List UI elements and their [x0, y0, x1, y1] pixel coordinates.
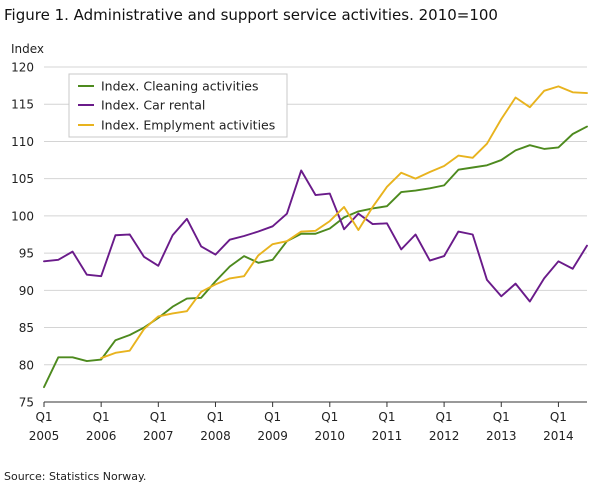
- y-tick-label: 115: [11, 98, 34, 112]
- x-tick-label-quarter: Q1: [150, 410, 167, 424]
- legend-label-car-rental: Index. Car rental: [101, 98, 205, 113]
- legend-box: [68, 73, 288, 138]
- x-tick-label-quarter: Q1: [321, 410, 338, 424]
- y-tick-label: 95: [19, 247, 34, 261]
- x-tick-label-year: 2008: [200, 429, 231, 443]
- x-tick-label-year: 2006: [86, 429, 117, 443]
- legend-label-cleaning: Index. Cleaning activities: [101, 79, 259, 94]
- legend-label-employment: Index. Emplyment activities: [101, 118, 275, 133]
- legend: Index. Cleaning activities Index. Car re…: [68, 73, 288, 138]
- x-tick-label-quarter: Q1: [264, 410, 281, 424]
- y-tick-labels: 75 80 85 90 95 100 105 110 115 120: [11, 61, 34, 410]
- x-tick-labels: Q1 2005 Q1 2006 Q1 2007 Q1 2008 Q1 2009 Q1 2010 Q1 20…: [29, 402, 574, 443]
- gridlines: [44, 66, 587, 403]
- x-tick-label-quarter: Q1: [378, 410, 395, 424]
- x-tick-label-year: 2009: [257, 429, 288, 443]
- y-tick-label: 75: [19, 396, 34, 410]
- x-tick-label-year: 2007: [143, 429, 174, 443]
- x-tick-label-year: 2013: [486, 429, 517, 443]
- chart-title: Figure 1. Administrative and support ser…: [4, 6, 498, 24]
- x-tick-label-quarter: Q1: [35, 410, 52, 424]
- y-tick-label: 100: [11, 209, 34, 223]
- x-tick-label-quarter: Q1: [493, 410, 510, 424]
- x-tick-label-quarter: Q1: [436, 410, 453, 424]
- series-line-cleaning: [43, 125, 588, 389]
- x-tick-label-year: 2014: [543, 429, 574, 443]
- x-tick-label-quarter: Q1: [550, 410, 567, 424]
- series-lines: [43, 85, 588, 389]
- x-tick-label-year: 2005: [29, 429, 60, 443]
- x-tick-label-quarter: Q1: [207, 410, 224, 424]
- y-tick-label: 80: [19, 358, 34, 372]
- x-tick-label-quarter: Q1: [93, 410, 110, 424]
- y-tick-label: 110: [11, 135, 34, 149]
- series-line-car-rental: [43, 169, 588, 303]
- y-tick-label: 105: [11, 172, 34, 186]
- y-axis-label: Index: [11, 42, 45, 56]
- y-tick-label: 90: [19, 284, 34, 298]
- y-tick-label: 120: [11, 61, 34, 75]
- x-tick-label-year: 2012: [429, 429, 460, 443]
- series-line-employment: [100, 85, 588, 360]
- source-note: Source: Statistics Norway.: [4, 470, 147, 483]
- y-tick-label: 85: [19, 321, 34, 335]
- x-tick-label-year: 2010: [315, 429, 346, 443]
- x-tick-label-year: 2011: [372, 429, 403, 443]
